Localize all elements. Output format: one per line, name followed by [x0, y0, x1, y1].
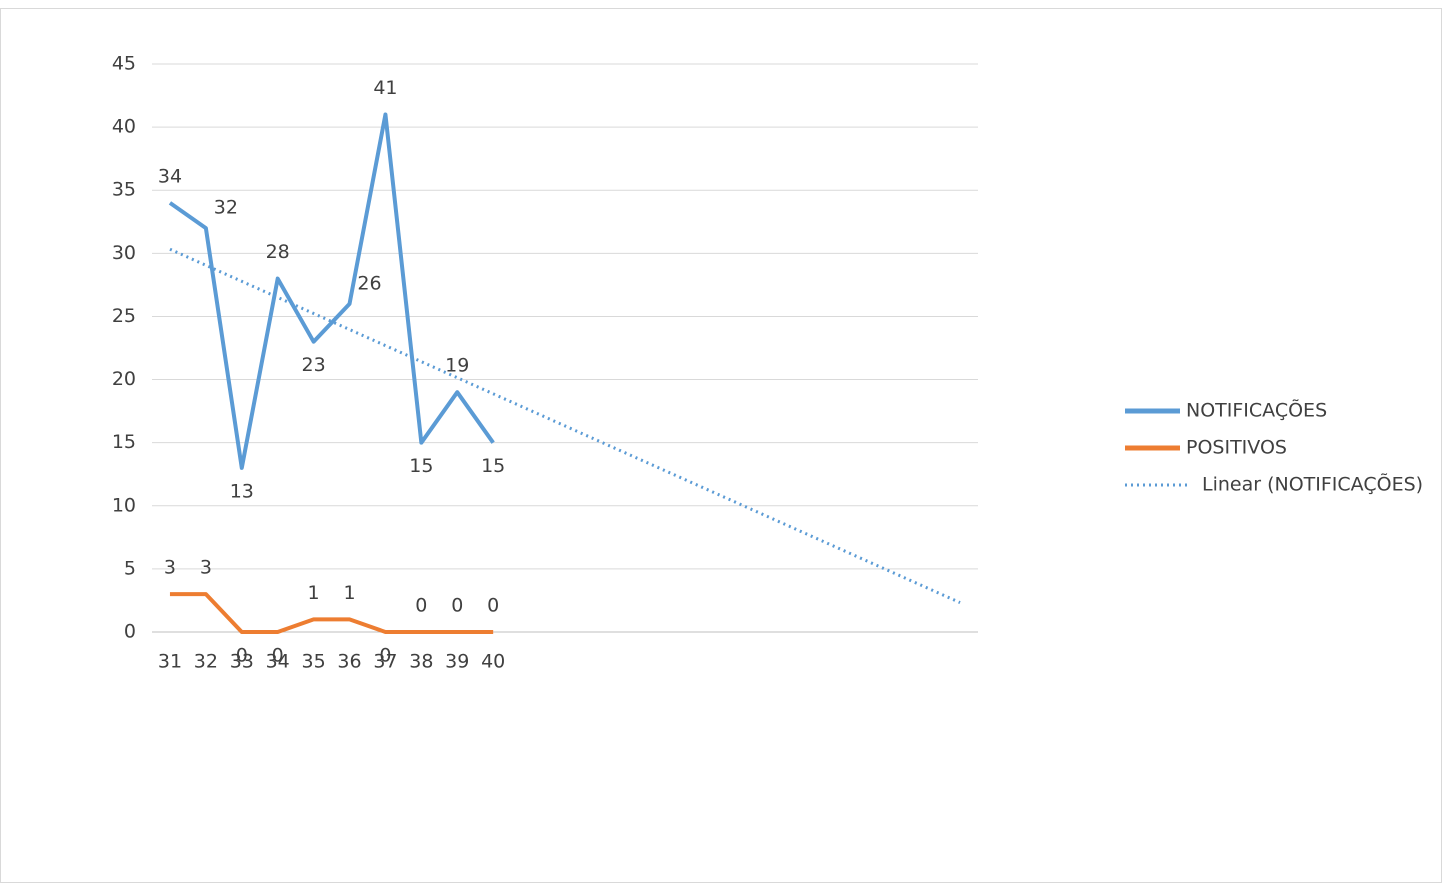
x-tick-label: 40 [481, 651, 505, 673]
x-tick-label: 33 [230, 651, 254, 673]
data-label: 13 [230, 480, 254, 502]
legend-label: Linear (NOTIFICAÇÕES) [1202, 473, 1423, 496]
data-label: 26 [357, 272, 381, 294]
x-tick-label: 37 [373, 651, 397, 673]
data-label: 0 [487, 595, 499, 617]
data-label: 1 [343, 582, 355, 604]
x-tick-label: 38 [409, 651, 433, 673]
x-tick-label: 34 [266, 651, 290, 673]
data-label: 0 [236, 645, 248, 667]
legend-label: POSITIVOS [1186, 437, 1287, 459]
data-label: 3 [164, 557, 176, 579]
data-label: 0 [379, 645, 391, 667]
data-label: 41 [373, 77, 397, 99]
y-tick-label: 25 [112, 305, 136, 327]
y-tick-label: 5 [124, 557, 136, 579]
data-label: 23 [302, 354, 326, 376]
x-tick-label: 35 [302, 651, 326, 673]
data-label: 3 [200, 557, 212, 579]
y-tick-label: 35 [112, 179, 136, 201]
y-tick-label: 15 [112, 431, 136, 453]
y-tick-label: 10 [112, 494, 136, 516]
y-tick-label: 20 [112, 368, 136, 390]
x-tick-label: 32 [194, 651, 218, 673]
data-label: 19 [445, 355, 469, 377]
x-tick-label: 36 [337, 651, 361, 673]
data-label: 15 [409, 455, 433, 477]
data-label: 0 [451, 595, 463, 617]
trendline [169, 247, 961, 604]
data-label: 34 [158, 165, 182, 187]
x-tick-label: 31 [158, 651, 182, 673]
data-label: 0 [272, 645, 284, 667]
series-line [169, 592, 494, 634]
data-label: 32 [214, 197, 238, 219]
y-tick-label: 40 [112, 116, 136, 138]
y-tick-label: 45 [112, 53, 136, 75]
data-label: 0 [415, 595, 427, 617]
legend-label: NOTIFICAÇÕES [1186, 399, 1327, 422]
data-label: 1 [308, 582, 320, 604]
y-tick-label: 30 [112, 242, 136, 264]
data-label: 15 [481, 455, 505, 477]
series-line [168, 112, 495, 470]
x-tick-label: 39 [445, 651, 469, 673]
chart-frame [0, 8, 1442, 883]
data-label: 28 [266, 241, 290, 263]
y-tick-label: 0 [124, 621, 136, 643]
